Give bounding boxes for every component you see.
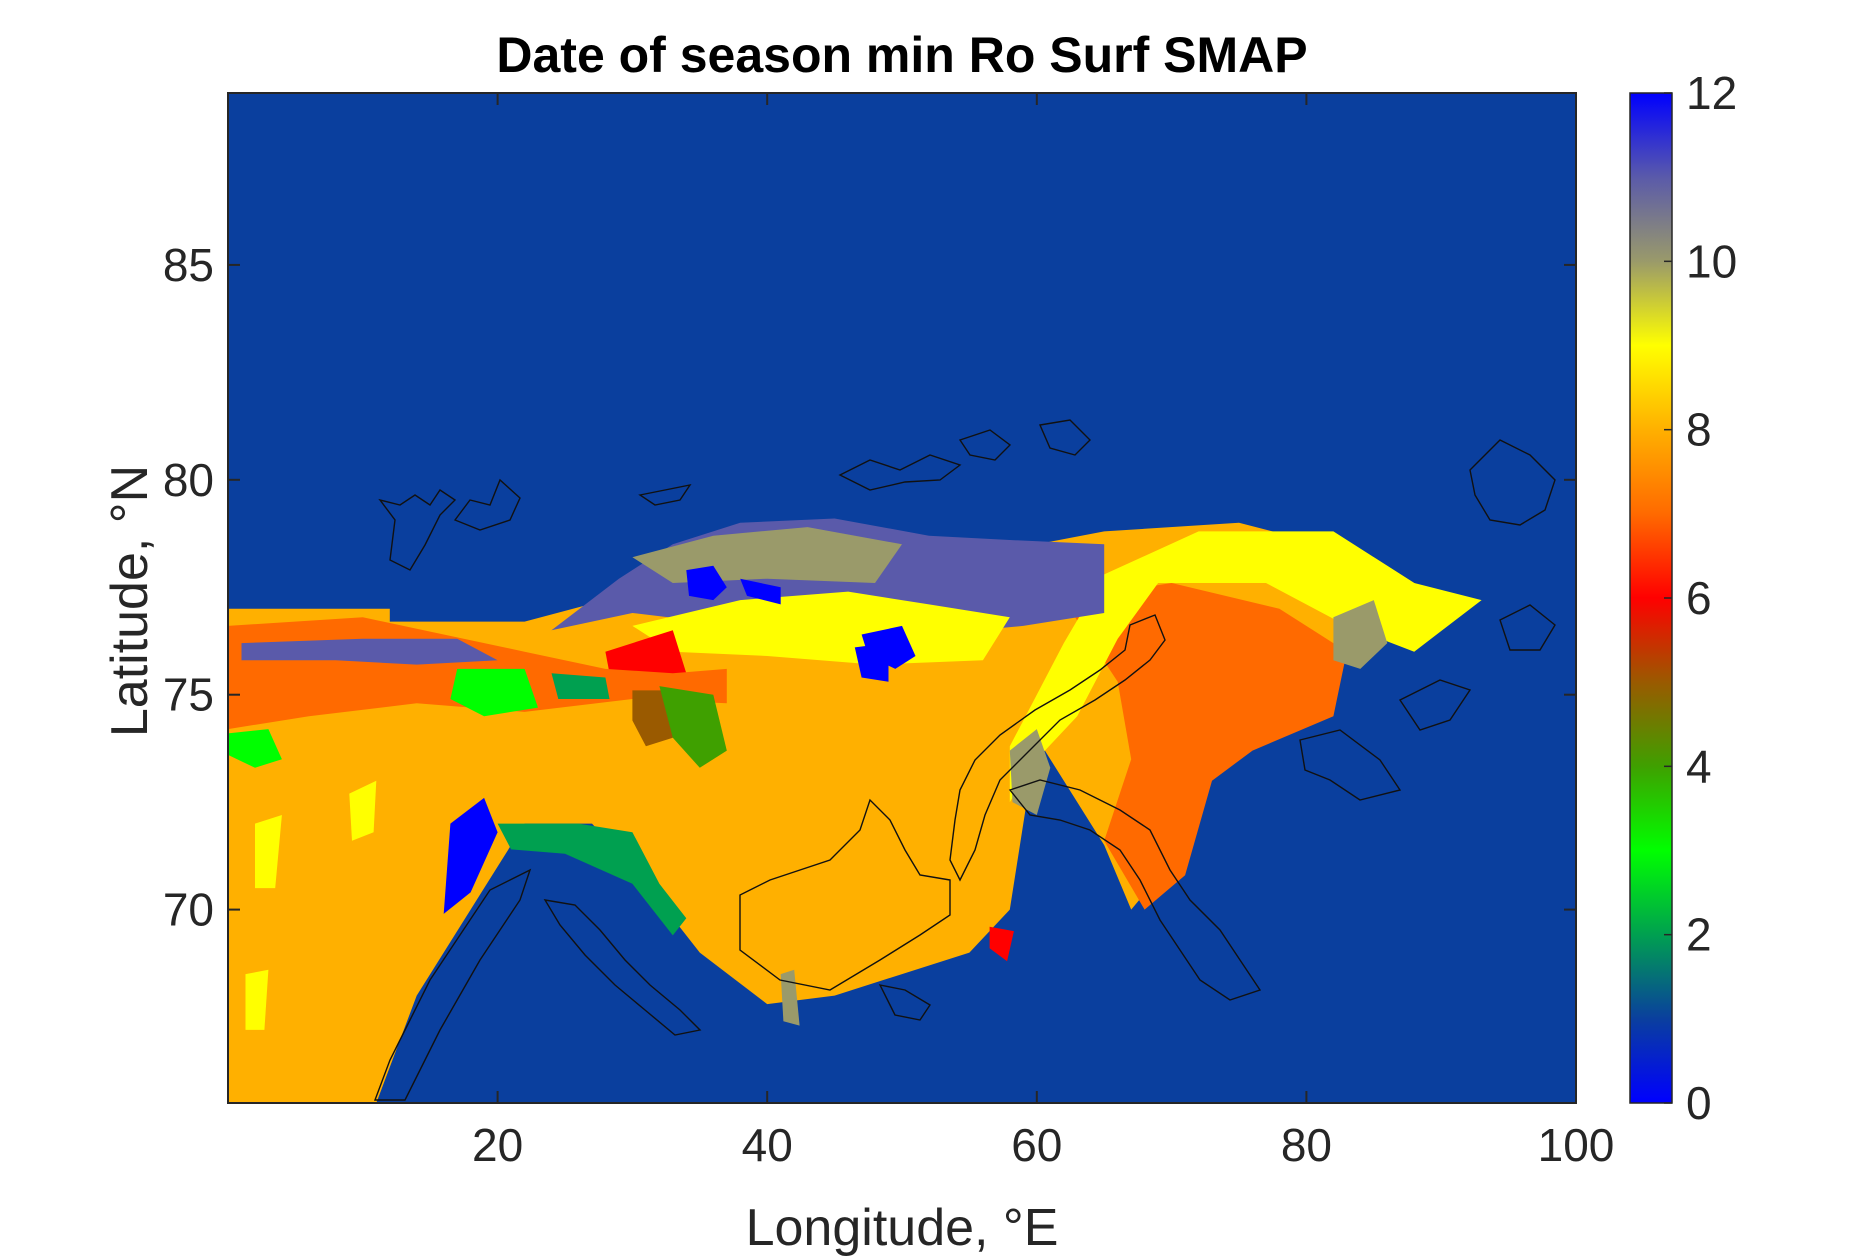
colorbar-tick-label: 2 xyxy=(1686,909,1712,961)
colorbar-tick-label: 10 xyxy=(1686,235,1737,287)
region-4 xyxy=(1333,600,1388,669)
colorbar-tick-label: 8 xyxy=(1686,404,1712,456)
data-regions xyxy=(228,518,1482,1103)
y-axis: 70 75 80 85 xyxy=(163,239,1576,936)
chart-title: Date of season min Ro Surf SMAP xyxy=(496,27,1308,83)
region-13 xyxy=(241,638,498,665)
region-8 xyxy=(686,565,727,601)
region-20 xyxy=(497,823,687,936)
region-18 xyxy=(228,729,282,768)
plot-frame xyxy=(227,92,1577,1104)
region-26 xyxy=(854,643,889,682)
colorbar-ticks: 0 2 4 6 8 10 12 xyxy=(1664,67,1737,1129)
region-16 xyxy=(632,690,673,747)
colorbar-tick-label: 6 xyxy=(1686,572,1712,624)
region-17 xyxy=(659,686,727,768)
region-14 xyxy=(450,668,538,717)
region-25 xyxy=(245,969,269,1030)
y-tick-label: 85 xyxy=(163,239,214,291)
region-24 xyxy=(255,815,282,889)
x-axis: 20 40 60 80 100 xyxy=(472,93,1614,1171)
region-22 xyxy=(780,969,800,1026)
y-axis-label: Latitude, °N xyxy=(101,464,159,738)
colorbar-tick-label: 12 xyxy=(1686,67,1737,119)
region-11 xyxy=(605,630,687,682)
region-15 xyxy=(551,673,610,699)
x-tick-label: 20 xyxy=(472,1119,523,1171)
x-tick-label: 40 xyxy=(742,1119,793,1171)
region-2 xyxy=(1009,531,1482,803)
region-3 xyxy=(1009,729,1051,815)
region-23 xyxy=(349,780,377,841)
region-21 xyxy=(989,926,1014,962)
region-7 xyxy=(632,591,1010,665)
coastline-outlines xyxy=(373,419,1556,1101)
region-19 xyxy=(443,797,498,914)
x-axis-label: Longitude, °E xyxy=(745,1199,1059,1257)
x-tick-label: 100 xyxy=(1538,1119,1615,1171)
y-tick-label: 80 xyxy=(163,454,214,506)
region-9 xyxy=(740,578,781,605)
y-tick-label: 75 xyxy=(163,669,214,721)
y-tick-label: 70 xyxy=(163,884,214,936)
colorbar-tick-label: 0 xyxy=(1686,1077,1712,1129)
x-tick-label: 60 xyxy=(1011,1119,1062,1171)
x-tick-label: 80 xyxy=(1281,1119,1332,1171)
region-1 xyxy=(1063,583,1347,910)
colorbar-tick-label: 4 xyxy=(1686,740,1712,792)
